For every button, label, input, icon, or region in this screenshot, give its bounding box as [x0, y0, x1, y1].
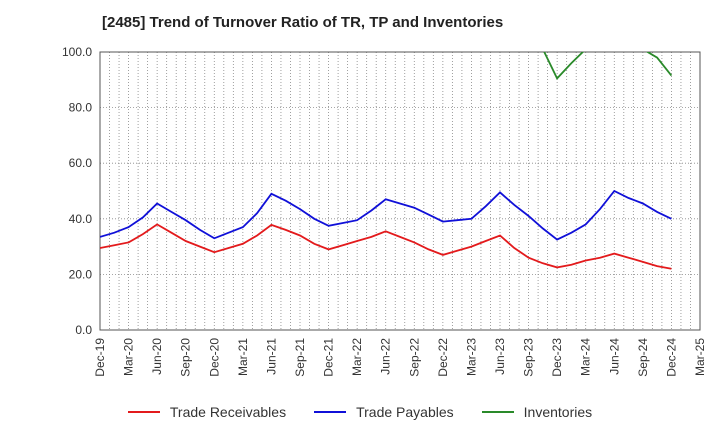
x-tick-label: Mar-22 [350, 338, 364, 376]
legend-item-trade-payables: Trade Payables [314, 404, 454, 420]
x-tick-label: Sep-21 [293, 338, 307, 377]
legend-swatch-trade-receivables [127, 411, 160, 413]
legend-swatch-inventories [481, 411, 514, 413]
x-tick-label: Dec-24 [664, 338, 678, 377]
x-tick-label: Mar-23 [464, 338, 478, 376]
legend-item-trade-receivables: Trade Receivables [127, 404, 287, 420]
plot-frame [99, 51, 701, 331]
legend-label-inventories: Inventories [523, 404, 593, 420]
x-tick-label: Mar-20 [122, 338, 136, 376]
legend-item-inventories: Inventories [481, 404, 593, 420]
chart-legend: Trade Receivables Trade Payables Invento… [0, 404, 720, 420]
x-tick-label: Sep-23 [522, 338, 536, 377]
chart-title: [2485] Trend of Turnover Ratio of TR, TP… [102, 14, 504, 31]
legend-label-trade-payables: Trade Payables [356, 404, 454, 420]
x-tick-label: Dec-20 [207, 338, 221, 377]
y-tick-label: 100.0 [62, 45, 92, 59]
x-tick-label: Dec-19 [93, 338, 107, 377]
y-tick-label: 80.0 [69, 101, 93, 115]
y-tick-label: 0.0 [75, 323, 92, 337]
series-line-inventories [543, 52, 673, 80]
y-tick-label: 20.0 [69, 267, 93, 281]
x-tick-label: Sep-24 [636, 338, 650, 377]
x-tick-label: Dec-21 [322, 338, 336, 377]
x-tick-label: Dec-23 [550, 338, 564, 377]
series-line-trade-receivables [100, 223, 672, 270]
y-tick-label: 60.0 [69, 156, 93, 170]
x-tick-label: Sep-22 [407, 338, 421, 377]
legend-label-trade-receivables: Trade Receivables [169, 404, 287, 420]
x-tick-label: Mar-24 [579, 338, 593, 376]
x-tick-label: Jun-23 [493, 338, 507, 375]
legend-swatch-trade-payables [314, 411, 347, 413]
x-tick-label: Jun-20 [150, 338, 164, 375]
x-tick-label: Mar-25 [693, 338, 707, 376]
series-line-trade-payables [100, 189, 672, 241]
x-tick-label: Dec-22 [436, 338, 450, 377]
y-tick-label: 40.0 [69, 212, 93, 226]
x-tick-label: Sep-20 [179, 338, 193, 377]
x-tick-label: Mar-21 [236, 338, 250, 376]
x-tick-label: Jun-21 [264, 338, 278, 375]
x-tick-label: Jun-24 [607, 338, 621, 375]
x-tick-label: Jun-22 [379, 338, 393, 375]
